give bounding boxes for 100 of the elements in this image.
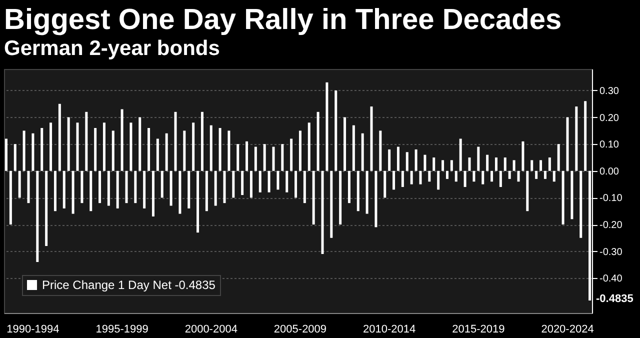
bar (36, 170, 39, 262)
bar (575, 106, 578, 171)
x-tick-label: 2020-2024 (541, 324, 594, 336)
bar (370, 106, 373, 171)
y-tick-label: -0.30 (600, 246, 623, 258)
bar (112, 130, 114, 171)
bar (388, 149, 391, 171)
bar (183, 130, 186, 171)
bar (254, 146, 257, 171)
bar (374, 170, 378, 228)
bar (464, 170, 466, 187)
bar (156, 138, 159, 171)
bar (490, 170, 494, 182)
bar (396, 146, 400, 171)
bar (32, 133, 34, 171)
bar (344, 117, 346, 171)
bar (18, 170, 21, 198)
y-tick-label: 0.30 (600, 86, 620, 97)
bar (45, 170, 48, 246)
bar (334, 90, 338, 171)
bar (205, 170, 208, 212)
bar (94, 128, 97, 171)
bar (125, 170, 128, 204)
x-tick-label: 2005-2009 (274, 324, 327, 336)
bar (450, 160, 453, 171)
bar (482, 170, 484, 184)
bar (62, 170, 66, 208)
bar (517, 170, 520, 182)
bar (512, 160, 516, 171)
bar (308, 122, 310, 171)
chart-subtitle: German 2-year bonds (4, 37, 220, 60)
bar (134, 170, 137, 204)
bar (526, 170, 529, 212)
bar (200, 112, 204, 171)
bar (530, 160, 534, 171)
bar (214, 170, 217, 206)
bar (392, 170, 396, 190)
chart-title: Biggest One Day Rally in Three Decades (4, 4, 562, 36)
bar (268, 170, 270, 192)
bar (414, 149, 418, 171)
x-tick-label: 2010-2014 (363, 324, 416, 336)
bar (459, 138, 462, 171)
bar (294, 170, 298, 198)
bar (223, 170, 226, 204)
bar (570, 170, 574, 220)
y-tick-label: 0.20 (600, 112, 620, 124)
bar (432, 157, 436, 171)
bar (499, 170, 502, 187)
bar (107, 170, 110, 206)
bar (557, 144, 560, 171)
bar (9, 170, 12, 225)
bar (27, 170, 30, 204)
bar (50, 122, 52, 171)
bar (486, 154, 489, 171)
bar (442, 160, 444, 171)
x-tick-label: 2000-2004 (184, 324, 238, 336)
bar (419, 170, 422, 184)
bar (160, 170, 164, 198)
bar (174, 112, 177, 171)
bar (321, 170, 324, 254)
bar (72, 170, 74, 214)
bar (286, 170, 288, 192)
bar (196, 170, 200, 233)
bar (348, 170, 350, 204)
bar (437, 170, 440, 190)
bar (90, 170, 92, 212)
bar (272, 146, 275, 171)
bar (258, 170, 262, 192)
bar (14, 144, 16, 171)
bar (143, 170, 146, 208)
text: -0.4835 (596, 293, 634, 305)
x-tick-label: 2015-2019 (452, 324, 505, 336)
bar (316, 112, 320, 171)
bar (535, 170, 538, 179)
bar (102, 122, 106, 171)
bar (228, 130, 230, 171)
bar (148, 128, 150, 171)
bar (276, 170, 280, 190)
bar (236, 144, 240, 171)
bar (192, 122, 195, 171)
bar (138, 117, 142, 171)
bar (130, 122, 132, 171)
bar (326, 82, 328, 171)
bar (352, 125, 355, 171)
bar (170, 170, 172, 206)
y-tick-label: 0.10 (600, 140, 620, 151)
bar (241, 170, 244, 196)
bar (361, 133, 364, 171)
bar (298, 130, 302, 171)
bar (566, 117, 569, 171)
bar (356, 170, 360, 212)
bar (540, 160, 542, 171)
bar (4, 138, 8, 171)
x-tick-label: 1990-1994 (6, 324, 60, 336)
y-tick-label: -0.40 (600, 274, 623, 285)
bar (67, 117, 70, 171)
bar (508, 170, 511, 179)
bar (330, 170, 333, 238)
bar (152, 170, 154, 216)
bar (178, 170, 182, 214)
